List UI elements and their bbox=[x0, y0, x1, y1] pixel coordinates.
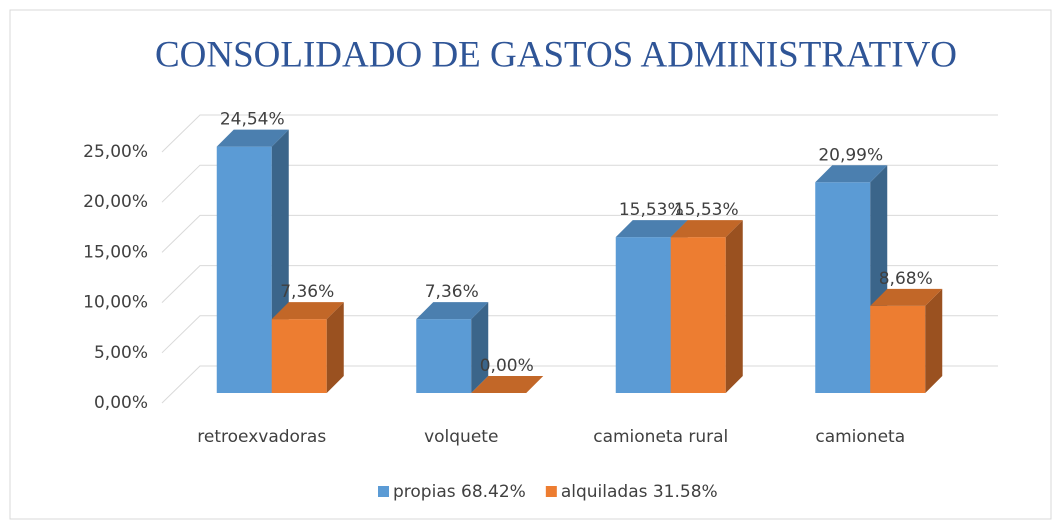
y-tick-label: 15,00% bbox=[83, 242, 148, 262]
data-label: 0,00% bbox=[480, 356, 534, 376]
x-tick-label: volquete bbox=[424, 427, 498, 447]
bar-top bbox=[416, 302, 489, 320]
bar-top bbox=[815, 165, 888, 183]
data-label: 7,36% bbox=[425, 282, 479, 302]
grid-line bbox=[161, 214, 998, 253]
bar-top bbox=[471, 376, 544, 393]
x-tick-label: camioneta bbox=[815, 427, 905, 447]
y-tick-label: 25,00% bbox=[83, 142, 148, 162]
x-tick-label: camioneta rural bbox=[593, 427, 728, 447]
bar bbox=[271, 302, 344, 393]
y-tick-label: 20,00% bbox=[83, 192, 148, 212]
legend-label: propias 68.42% bbox=[393, 482, 526, 502]
data-label: 24,54% bbox=[220, 110, 285, 130]
bar-side bbox=[725, 220, 743, 393]
y-tick-label: 5,00% bbox=[94, 343, 148, 363]
legend-swatch bbox=[545, 486, 557, 497]
bar bbox=[670, 220, 743, 393]
chart-title: CONSOLIDADO DE GASTOS ADMINISTRATIVO bbox=[155, 34, 957, 75]
data-label: 8,68% bbox=[879, 269, 933, 289]
bar bbox=[870, 288, 943, 393]
grid-line bbox=[161, 164, 998, 203]
bar-top bbox=[615, 220, 688, 238]
bar bbox=[471, 376, 544, 393]
bar-front bbox=[815, 182, 871, 393]
bar-front bbox=[870, 305, 926, 393]
bar bbox=[416, 302, 489, 393]
bar-front bbox=[615, 237, 671, 393]
bar-side bbox=[326, 302, 344, 393]
bar-front bbox=[670, 237, 726, 393]
legend-swatch bbox=[378, 486, 389, 497]
data-label: 20,99% bbox=[818, 145, 883, 165]
y-tick-label: 0,00% bbox=[94, 393, 148, 413]
x-tick-label: retroexvadoras bbox=[197, 427, 326, 447]
y-tick-label: 10,00% bbox=[83, 293, 148, 313]
bar-front bbox=[416, 319, 472, 393]
bar-top bbox=[271, 302, 344, 320]
data-label: 7,36% bbox=[280, 282, 334, 302]
bar-top bbox=[216, 129, 289, 147]
bar-side bbox=[471, 302, 489, 393]
data-label: 15,53% bbox=[674, 200, 739, 220]
grid-line bbox=[161, 114, 998, 153]
legend-label: alquiladas 31.58% bbox=[561, 482, 718, 502]
bar-side bbox=[925, 288, 943, 393]
bar-top bbox=[870, 288, 943, 306]
bar-top bbox=[670, 220, 743, 238]
data-label: 15,53% bbox=[619, 200, 684, 220]
bar-front bbox=[271, 319, 327, 393]
bar-front bbox=[216, 146, 272, 393]
